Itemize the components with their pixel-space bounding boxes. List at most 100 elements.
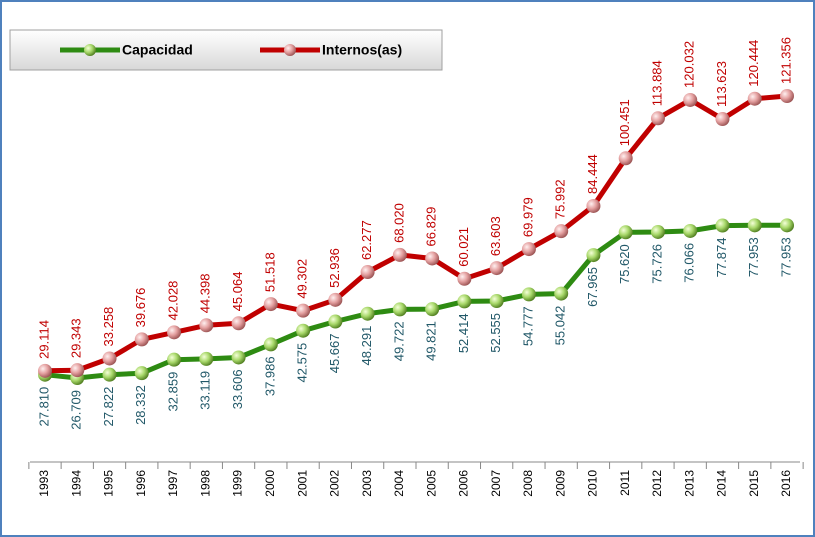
point-marker — [134, 366, 149, 381]
x-tick-label: 2000 — [263, 470, 277, 497]
data-label: 113.623 — [714, 61, 729, 107]
data-label: 63.603 — [488, 216, 503, 256]
point-marker — [650, 111, 665, 126]
point-marker — [167, 325, 182, 340]
data-label: 45.064 — [230, 272, 245, 312]
x-tick-label: 2004 — [392, 470, 406, 497]
point-marker — [199, 351, 214, 366]
point-marker — [780, 218, 794, 233]
point-marker — [489, 293, 504, 308]
data-label: 77.953 — [778, 237, 793, 277]
data-label: 32.859 — [165, 372, 180, 412]
point-marker — [425, 251, 440, 266]
data-label: 28.332 — [133, 385, 148, 425]
point-marker — [360, 306, 375, 321]
point-marker — [554, 286, 569, 301]
x-tick-label: 2009 — [553, 470, 567, 497]
data-label: 37.986 — [262, 356, 277, 396]
data-label: 120.444 — [746, 40, 761, 87]
data-label: 113.884 — [649, 60, 664, 106]
data-label: 49.821 — [424, 321, 439, 361]
point-marker — [650, 224, 665, 239]
data-label: 69.979 — [520, 197, 535, 237]
data-label: 62.277 — [359, 220, 374, 260]
legend-marker — [84, 44, 96, 56]
data-label: 76.066 — [682, 243, 697, 283]
point-marker — [618, 151, 633, 166]
data-label: 84.444 — [585, 154, 600, 194]
point-marker — [457, 294, 472, 309]
data-label: 29.114 — [36, 320, 51, 359]
x-tick-label: 1997 — [166, 470, 180, 497]
data-label: 52.414 — [456, 313, 471, 353]
x-tick-label: 2011 — [618, 470, 632, 496]
point-marker — [747, 218, 762, 233]
data-label: 77.953 — [746, 237, 761, 277]
x-tick-label: 2007 — [489, 470, 503, 497]
x-tick-label: 1999 — [231, 470, 245, 497]
x-tick-label: 2010 — [586, 470, 600, 497]
x-tick-label: 2015 — [747, 470, 761, 497]
data-label: 51.518 — [262, 252, 277, 292]
point-marker — [586, 248, 601, 263]
data-label: 75.620 — [617, 244, 632, 284]
x-tick-label: 2013 — [682, 470, 696, 497]
point-marker — [683, 223, 698, 238]
data-label: 42.575 — [295, 343, 310, 383]
data-label: 75.726 — [649, 244, 664, 284]
point-marker — [231, 350, 246, 365]
point-marker — [102, 351, 117, 366]
data-label: 29.343 — [69, 318, 84, 358]
point-marker — [296, 323, 311, 338]
point-marker — [231, 316, 246, 331]
data-label: 121.356 — [778, 37, 793, 84]
data-label: 67.965 — [585, 267, 600, 307]
x-tick-label: 1993 — [37, 470, 51, 497]
data-label: 100.451 — [617, 99, 632, 146]
data-label: 49.302 — [295, 259, 310, 299]
x-tick-label: 1998 — [198, 470, 212, 497]
point-marker — [489, 261, 504, 276]
point-marker — [521, 242, 536, 257]
point-marker — [263, 297, 278, 312]
data-label: 52.936 — [327, 248, 342, 288]
x-tick-label: 1994 — [69, 470, 83, 497]
data-label: 27.822 — [101, 387, 116, 427]
data-label: 26.709 — [69, 390, 84, 430]
data-label: 75.992 — [553, 179, 568, 219]
x-tick-label: 1995 — [102, 470, 116, 497]
data-label: 49.722 — [391, 321, 406, 361]
point-marker — [425, 302, 440, 317]
point-marker — [618, 225, 633, 240]
point-marker — [360, 265, 375, 280]
point-marker — [521, 287, 536, 302]
point-marker — [328, 314, 343, 329]
data-label: 54.777 — [520, 306, 535, 346]
point-marker — [683, 92, 698, 107]
point-marker — [38, 363, 52, 378]
point-marker — [70, 363, 85, 378]
point-marker — [167, 352, 182, 367]
x-tick-label: 2002 — [328, 470, 342, 497]
x-tick-label: 2003 — [360, 470, 374, 497]
legend-label: Capacidad — [122, 42, 193, 58]
point-marker — [392, 247, 407, 262]
x-tick-label: 2005 — [424, 470, 438, 497]
x-tick-label: 2001 — [295, 470, 309, 497]
x-tick-label: 2006 — [457, 470, 471, 497]
legend-label: Internos(as) — [322, 42, 402, 58]
data-label: 66.829 — [424, 207, 439, 247]
point-marker — [296, 303, 311, 318]
data-label: 39.676 — [133, 288, 148, 328]
data-label: 52.555 — [488, 313, 503, 353]
point-marker — [328, 292, 343, 307]
data-label: 45.667 — [327, 334, 342, 374]
data-label: 27.810 — [36, 387, 51, 427]
point-marker — [199, 318, 214, 333]
x-tick-label: 1996 — [134, 470, 148, 497]
data-label: 120.032 — [682, 41, 697, 88]
data-label: 33.606 — [230, 369, 245, 409]
data-label: 33.119 — [198, 371, 213, 410]
